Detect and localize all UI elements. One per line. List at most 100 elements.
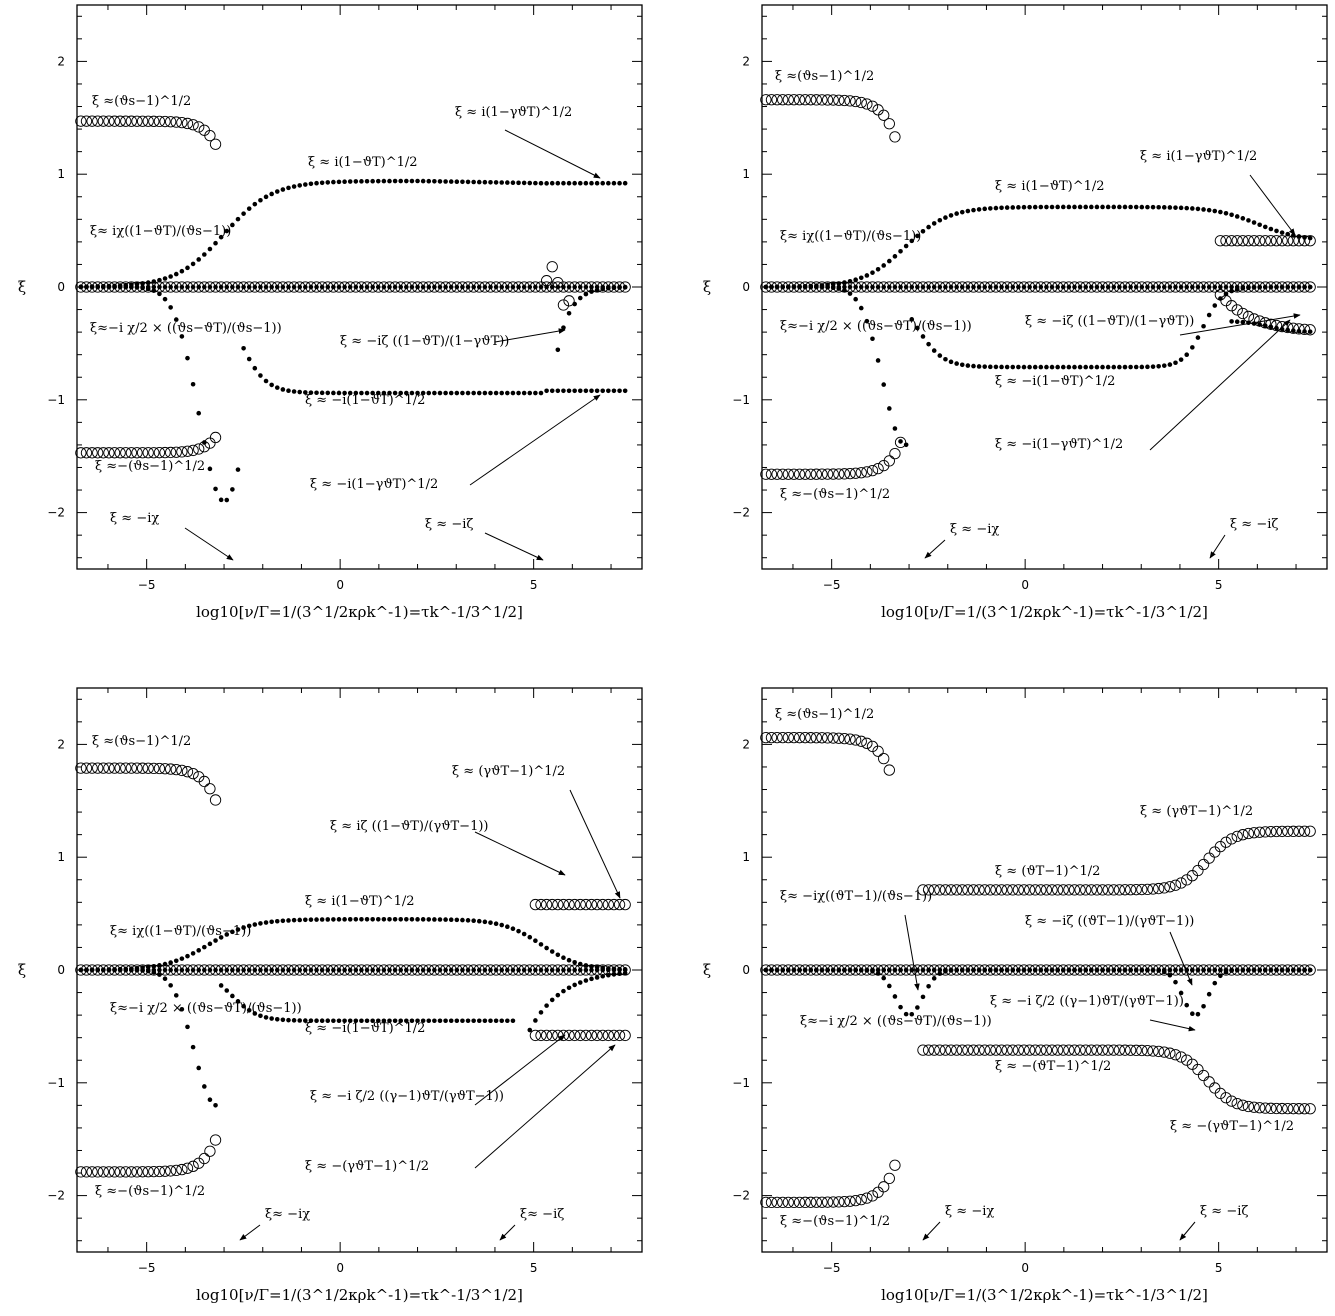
filled-point [959, 209, 965, 215]
open-point [861, 1192, 873, 1204]
filled-point [224, 967, 230, 973]
filled-point [1167, 972, 1173, 978]
filled-point [235, 467, 241, 472]
open-point [209, 1134, 222, 1146]
filled-point [207, 284, 213, 290]
filled-point [959, 362, 965, 368]
annotation-label: ξ ≈ i(1−ϑT)^1/2 [305, 894, 415, 909]
filled-point [533, 967, 538, 973]
annotation-label: ξ ≈ (ϑT−1)^1/2 [995, 864, 1100, 879]
filled-point [1044, 204, 1049, 210]
panel-top-right: −5 0 5 −2 −1 0 1 2 log10[ν/Γ=1/(3^1/2κρk^-1)=τk^… [703, 4, 1328, 621]
filled-point [1307, 284, 1313, 290]
open-point [945, 1044, 957, 1056]
filled-point [336, 284, 342, 290]
filled-point [488, 284, 493, 290]
open-point [979, 884, 991, 896]
filled-point [1223, 291, 1229, 297]
open-point [187, 119, 199, 131]
filled-point [415, 967, 420, 973]
filled-point [887, 284, 892, 290]
filled-point [875, 971, 881, 976]
filled-point [1049, 967, 1055, 973]
filled-point [1195, 284, 1201, 290]
filled-point [1004, 967, 1010, 973]
filled-point [814, 967, 819, 973]
y-tick-label: −2 [47, 1189, 65, 1203]
filled-point [381, 967, 387, 973]
filled-point [342, 284, 347, 290]
open-point [159, 115, 171, 128]
filled-point [151, 288, 157, 293]
filled-point [1139, 204, 1145, 210]
open-point [805, 94, 817, 106]
open-point [136, 762, 149, 774]
filled-point [549, 388, 555, 394]
filled-point [448, 179, 454, 184]
open-point [1242, 827, 1255, 840]
filled-point [319, 967, 325, 973]
filled-point [190, 951, 196, 956]
filled-point [286, 918, 291, 923]
filled-point [875, 267, 881, 272]
open-point [833, 732, 845, 744]
open-point [1203, 852, 1215, 864]
filled-point [117, 284, 123, 290]
filled-point [89, 967, 95, 973]
filled-point [577, 388, 583, 394]
filled-point [409, 1018, 415, 1024]
open-point [142, 447, 154, 459]
filled-point [1089, 204, 1094, 210]
filled-point [611, 285, 617, 291]
filled-point [1016, 205, 1021, 210]
filled-point [881, 382, 887, 387]
filled-point [207, 1097, 213, 1103]
filled-point [1251, 967, 1257, 973]
y-axis-label: ξ [18, 278, 26, 296]
filled-point [173, 967, 179, 973]
annotation-arrow [184, 527, 234, 561]
open-point [1063, 884, 1075, 896]
open-point [108, 1166, 121, 1178]
annotation-label: ξ≈−i χ/2 × ((ϑs−ϑT)/(ϑs−1)) [780, 319, 972, 334]
open-point [850, 734, 862, 746]
filled-point [465, 918, 471, 923]
filled-point [1279, 284, 1285, 290]
filled-point [600, 965, 606, 971]
filled-point [1133, 284, 1139, 290]
open-point [765, 94, 778, 106]
open-point [187, 768, 199, 780]
filled-point [173, 993, 179, 998]
open-point [1001, 884, 1013, 896]
filled-point [291, 967, 297, 973]
filled-point [415, 284, 420, 290]
filled-point [1010, 364, 1016, 370]
open-point [176, 1163, 188, 1176]
filled-point [432, 917, 437, 922]
y-axis-label: ξ [703, 961, 711, 979]
filled-point [392, 178, 398, 184]
open-point [1141, 1045, 1154, 1057]
filled-point [258, 373, 263, 378]
filled-point [931, 284, 937, 290]
open-point [799, 468, 811, 480]
filled-point [858, 275, 864, 281]
filled-point [303, 917, 308, 923]
filled-point [903, 243, 909, 249]
filled-point [482, 967, 488, 973]
filled-point [1262, 967, 1268, 973]
x-tick-label: 5 [1215, 578, 1223, 592]
filled-point [1111, 967, 1117, 973]
filled-point [218, 284, 224, 290]
filled-point [230, 993, 235, 999]
annotation-label: ξ ≈ −i(1−ϑT)^1/2 [305, 393, 425, 408]
filled-point [566, 957, 572, 963]
open-point [540, 1029, 553, 1042]
filled-point [235, 999, 241, 1004]
filled-point [370, 916, 375, 922]
open-point [1175, 877, 1187, 889]
filled-point [993, 205, 999, 211]
filled-point [1161, 969, 1167, 975]
filled-point [561, 955, 566, 960]
open-point [1102, 1044, 1114, 1056]
